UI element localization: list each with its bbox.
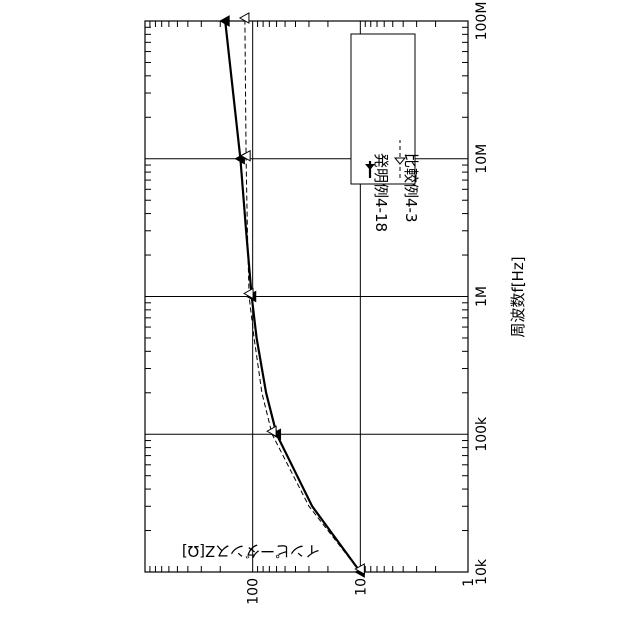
legend-label-comparison: 比較例4-3 — [402, 153, 420, 223]
data-point-comparison — [354, 563, 365, 575]
series-line-comparison — [244, 20, 361, 573]
axis-ticks — [145, 21, 468, 572]
y-tick-labels: 1 10 100 — [246, 578, 477, 605]
y-axis-title: インピーダンスZ[Ω] — [182, 542, 320, 560]
filled-triangle-marker-icon — [365, 164, 375, 170]
x-axis-title: 周波数f[Hz] — [509, 256, 527, 337]
series-layer — [219, 12, 365, 578]
y-tick-label: 100 — [246, 578, 262, 605]
open-triangle-marker-icon — [393, 157, 407, 165]
data-point-comparison — [243, 287, 254, 300]
data-point-invention — [219, 15, 230, 27]
legend-label-invention: 発明例4-18 — [372, 153, 390, 232]
data-point-comparison — [238, 12, 250, 24]
x-tick-labels: 10k 100k 1M 10M 100M — [474, 2, 490, 585]
legend-entry-comparison: 比較例4-3 — [393, 140, 420, 223]
x-tick-label: 100M — [474, 2, 490, 41]
series-line-invention — [224, 20, 362, 573]
x-tick-label: 100k — [474, 416, 490, 452]
x-tick-label: 10k — [474, 558, 490, 585]
data-point-comparison — [266, 425, 277, 438]
grid — [145, 21, 468, 572]
data-point-comparison — [240, 149, 251, 162]
legend: 発明例4-18 比較例4-3 — [350, 33, 420, 232]
x-tick-label: 10M — [474, 144, 490, 174]
y-tick-label: 10 — [353, 578, 369, 596]
legend-entry-invention: 発明例4-18 — [365, 153, 390, 232]
x-tick-label: 1M — [474, 286, 490, 307]
y-tick-label: 1 — [461, 578, 477, 587]
